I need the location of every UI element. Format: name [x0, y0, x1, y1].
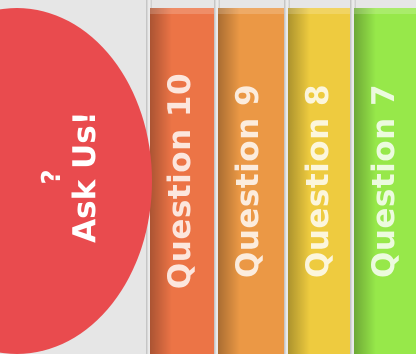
ask-us-tab[interactable] [0, 8, 152, 354]
question-tab-8[interactable]: Question 8 [288, 8, 354, 354]
strip-shade [218, 8, 240, 354]
question-tab-10[interactable]: Question 10 [150, 8, 218, 354]
question-tab-label-wrap: Question 10 [150, 8, 210, 354]
strip-divider [214, 0, 220, 354]
question-tab-7[interactable]: Question 7 [354, 8, 416, 354]
question-tab-label-wrap: Question 8 [288, 8, 348, 354]
question-tab-label-wrap: Question 9 [218, 8, 278, 354]
question-tab-label: Question 10 [162, 72, 198, 290]
strip-divider [350, 0, 356, 354]
question-tab-label: Question 9 [230, 83, 267, 279]
strip-divider [284, 0, 290, 354]
strip-cap [354, 8, 416, 14]
strip-cap [218, 8, 288, 14]
strip-cap [150, 8, 218, 14]
strip-cap [288, 8, 354, 14]
question-tab-label-wrap: Question 7 [354, 8, 414, 354]
strip-shade [288, 8, 310, 354]
question-tab-label: Question 7 [366, 83, 403, 279]
question-tab-label: Question 8 [300, 83, 337, 279]
strip-shade [150, 8, 172, 354]
question-tab-9[interactable]: Question 9 [218, 8, 288, 354]
strip-shade [354, 8, 376, 354]
